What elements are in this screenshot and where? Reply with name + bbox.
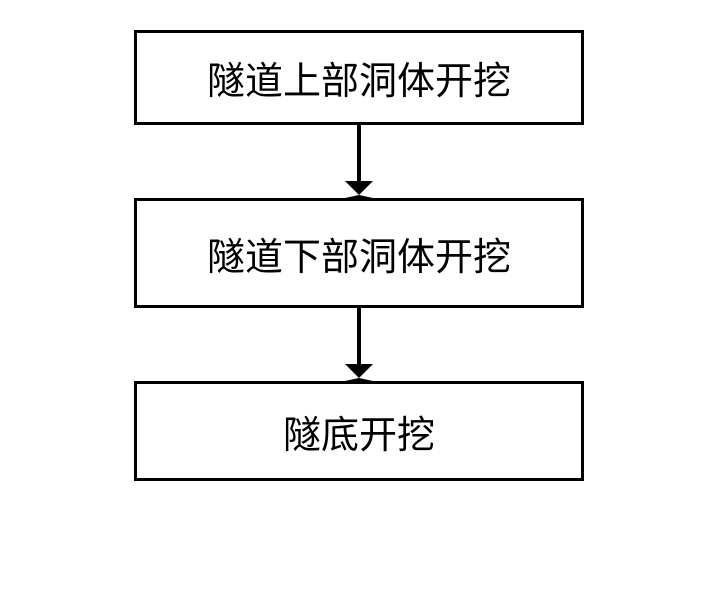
flow-node-step1: 隧道上部洞体开挖 bbox=[134, 30, 584, 125]
flow-node-label: 隧道下部洞体开挖 bbox=[207, 226, 511, 281]
flow-arrow bbox=[345, 125, 373, 198]
arrow-line bbox=[357, 125, 361, 181]
arrow-line bbox=[357, 308, 361, 364]
flow-node-step2: 隧道下部洞体开挖 bbox=[134, 198, 584, 308]
arrow-head-icon bbox=[345, 181, 373, 198]
flow-node-label: 隧底开挖 bbox=[283, 404, 435, 459]
flow-node-step3: 隧底开挖 bbox=[134, 381, 584, 481]
flow-node-label: 隧道上部洞体开挖 bbox=[207, 50, 511, 105]
arrow-head-icon bbox=[345, 364, 373, 381]
flow-arrow bbox=[345, 308, 373, 381]
